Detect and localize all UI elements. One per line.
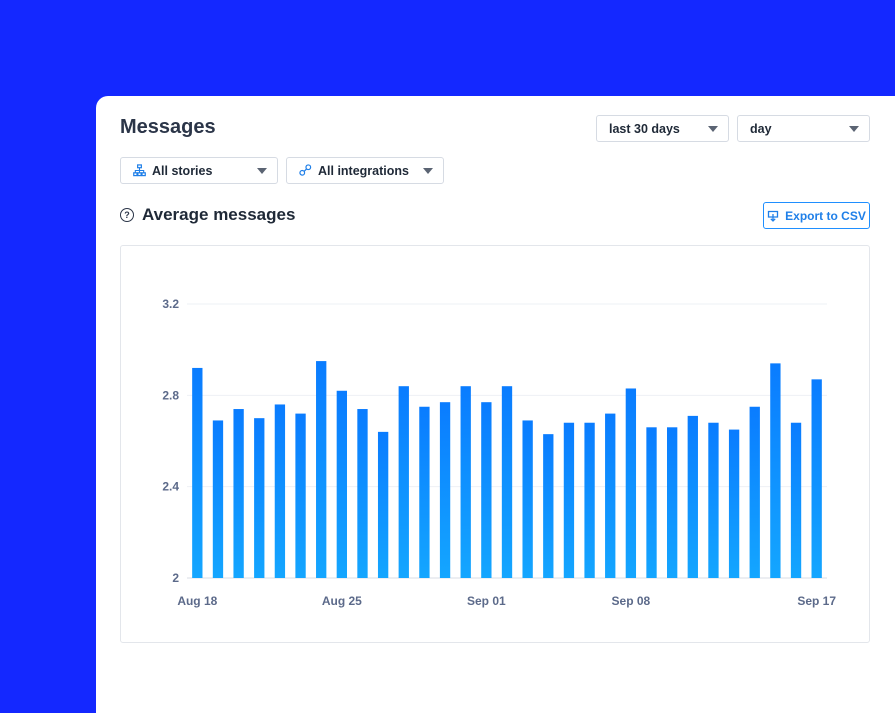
x-tick-label: Sep 08 bbox=[612, 594, 651, 608]
x-tick-label: Aug 25 bbox=[322, 594, 362, 608]
x-tick-label: Sep 17 bbox=[797, 594, 836, 608]
y-tick-label: 3.2 bbox=[162, 297, 179, 311]
integrations-icon bbox=[299, 164, 312, 176]
stories-filter-select[interactable]: All stories bbox=[120, 157, 278, 184]
bar[interactable] bbox=[708, 422, 719, 578]
date-range-select[interactable]: last 30 days bbox=[596, 115, 729, 142]
caret-down-icon bbox=[423, 167, 433, 174]
bar[interactable] bbox=[687, 415, 698, 578]
chart-container: 2 2.4 2.8 3.2 Aug 18 Aug 25 Sep 01 Sep 08 Sep 17 bbox=[120, 245, 870, 643]
bar[interactable] bbox=[522, 420, 533, 578]
bar[interactable] bbox=[811, 379, 822, 578]
section-title-text: Average messages bbox=[142, 205, 296, 224]
bar[interactable] bbox=[377, 431, 389, 578]
bar[interactable] bbox=[212, 420, 224, 578]
export-csv-button[interactable]: Export to CSV bbox=[763, 202, 870, 229]
bar[interactable] bbox=[254, 418, 265, 578]
stories-filter-label: All stories bbox=[152, 163, 213, 178]
y-tick-label: 2.8 bbox=[162, 388, 179, 402]
bar[interactable] bbox=[460, 386, 471, 578]
bar[interactable] bbox=[419, 406, 430, 578]
bar[interactable] bbox=[501, 386, 513, 578]
caret-down-icon bbox=[708, 125, 718, 132]
download-icon bbox=[768, 210, 779, 222]
bar[interactable] bbox=[357, 409, 368, 578]
bar[interactable] bbox=[646, 427, 657, 578]
bar[interactable] bbox=[605, 413, 616, 578]
bar[interactable] bbox=[439, 402, 451, 578]
bar[interactable] bbox=[398, 386, 409, 578]
page-title: Messages bbox=[120, 116, 216, 138]
bar[interactable] bbox=[543, 434, 554, 578]
bar[interactable] bbox=[749, 406, 760, 578]
bar[interactable] bbox=[481, 402, 492, 578]
y-tick-label: 2 bbox=[172, 571, 179, 585]
export-csv-label: Export to CSV bbox=[785, 208, 866, 223]
bar[interactable] bbox=[625, 388, 637, 578]
bar[interactable] bbox=[274, 404, 286, 578]
y-tick-label: 2.4 bbox=[162, 480, 179, 494]
stories-hierarchy-icon bbox=[133, 164, 146, 177]
section-title: ? Average messages bbox=[120, 205, 295, 225]
granularity-label: day bbox=[750, 121, 772, 136]
x-tick-label: Aug 18 bbox=[177, 594, 217, 608]
bar[interactable] bbox=[770, 363, 781, 578]
caret-down-icon bbox=[257, 167, 267, 174]
help-icon[interactable]: ? bbox=[120, 208, 134, 222]
bar[interactable] bbox=[233, 409, 244, 578]
integrations-filter-label: All integrations bbox=[318, 163, 409, 178]
bar[interactable] bbox=[316, 361, 327, 578]
bar[interactable] bbox=[667, 427, 678, 578]
bar[interactable] bbox=[584, 422, 595, 578]
bar[interactable] bbox=[295, 413, 306, 578]
date-range-label: last 30 days bbox=[609, 121, 680, 136]
x-tick-label: Sep 01 bbox=[467, 594, 506, 608]
bar[interactable] bbox=[563, 422, 575, 578]
caret-down-icon bbox=[849, 125, 859, 132]
bar[interactable] bbox=[192, 367, 203, 578]
average-messages-chart: 2 2.4 2.8 3.2 Aug 18 Aug 25 Sep 01 Sep 08 Sep 17 bbox=[162, 297, 836, 608]
messages-panel: Messages last 30 days day All stories Al… bbox=[96, 96, 895, 713]
integrations-filter-select[interactable]: All integrations bbox=[286, 157, 444, 184]
granularity-select[interactable]: day bbox=[737, 115, 870, 142]
bar[interactable] bbox=[336, 390, 347, 578]
bar[interactable] bbox=[728, 429, 740, 578]
bar[interactable] bbox=[790, 422, 802, 578]
